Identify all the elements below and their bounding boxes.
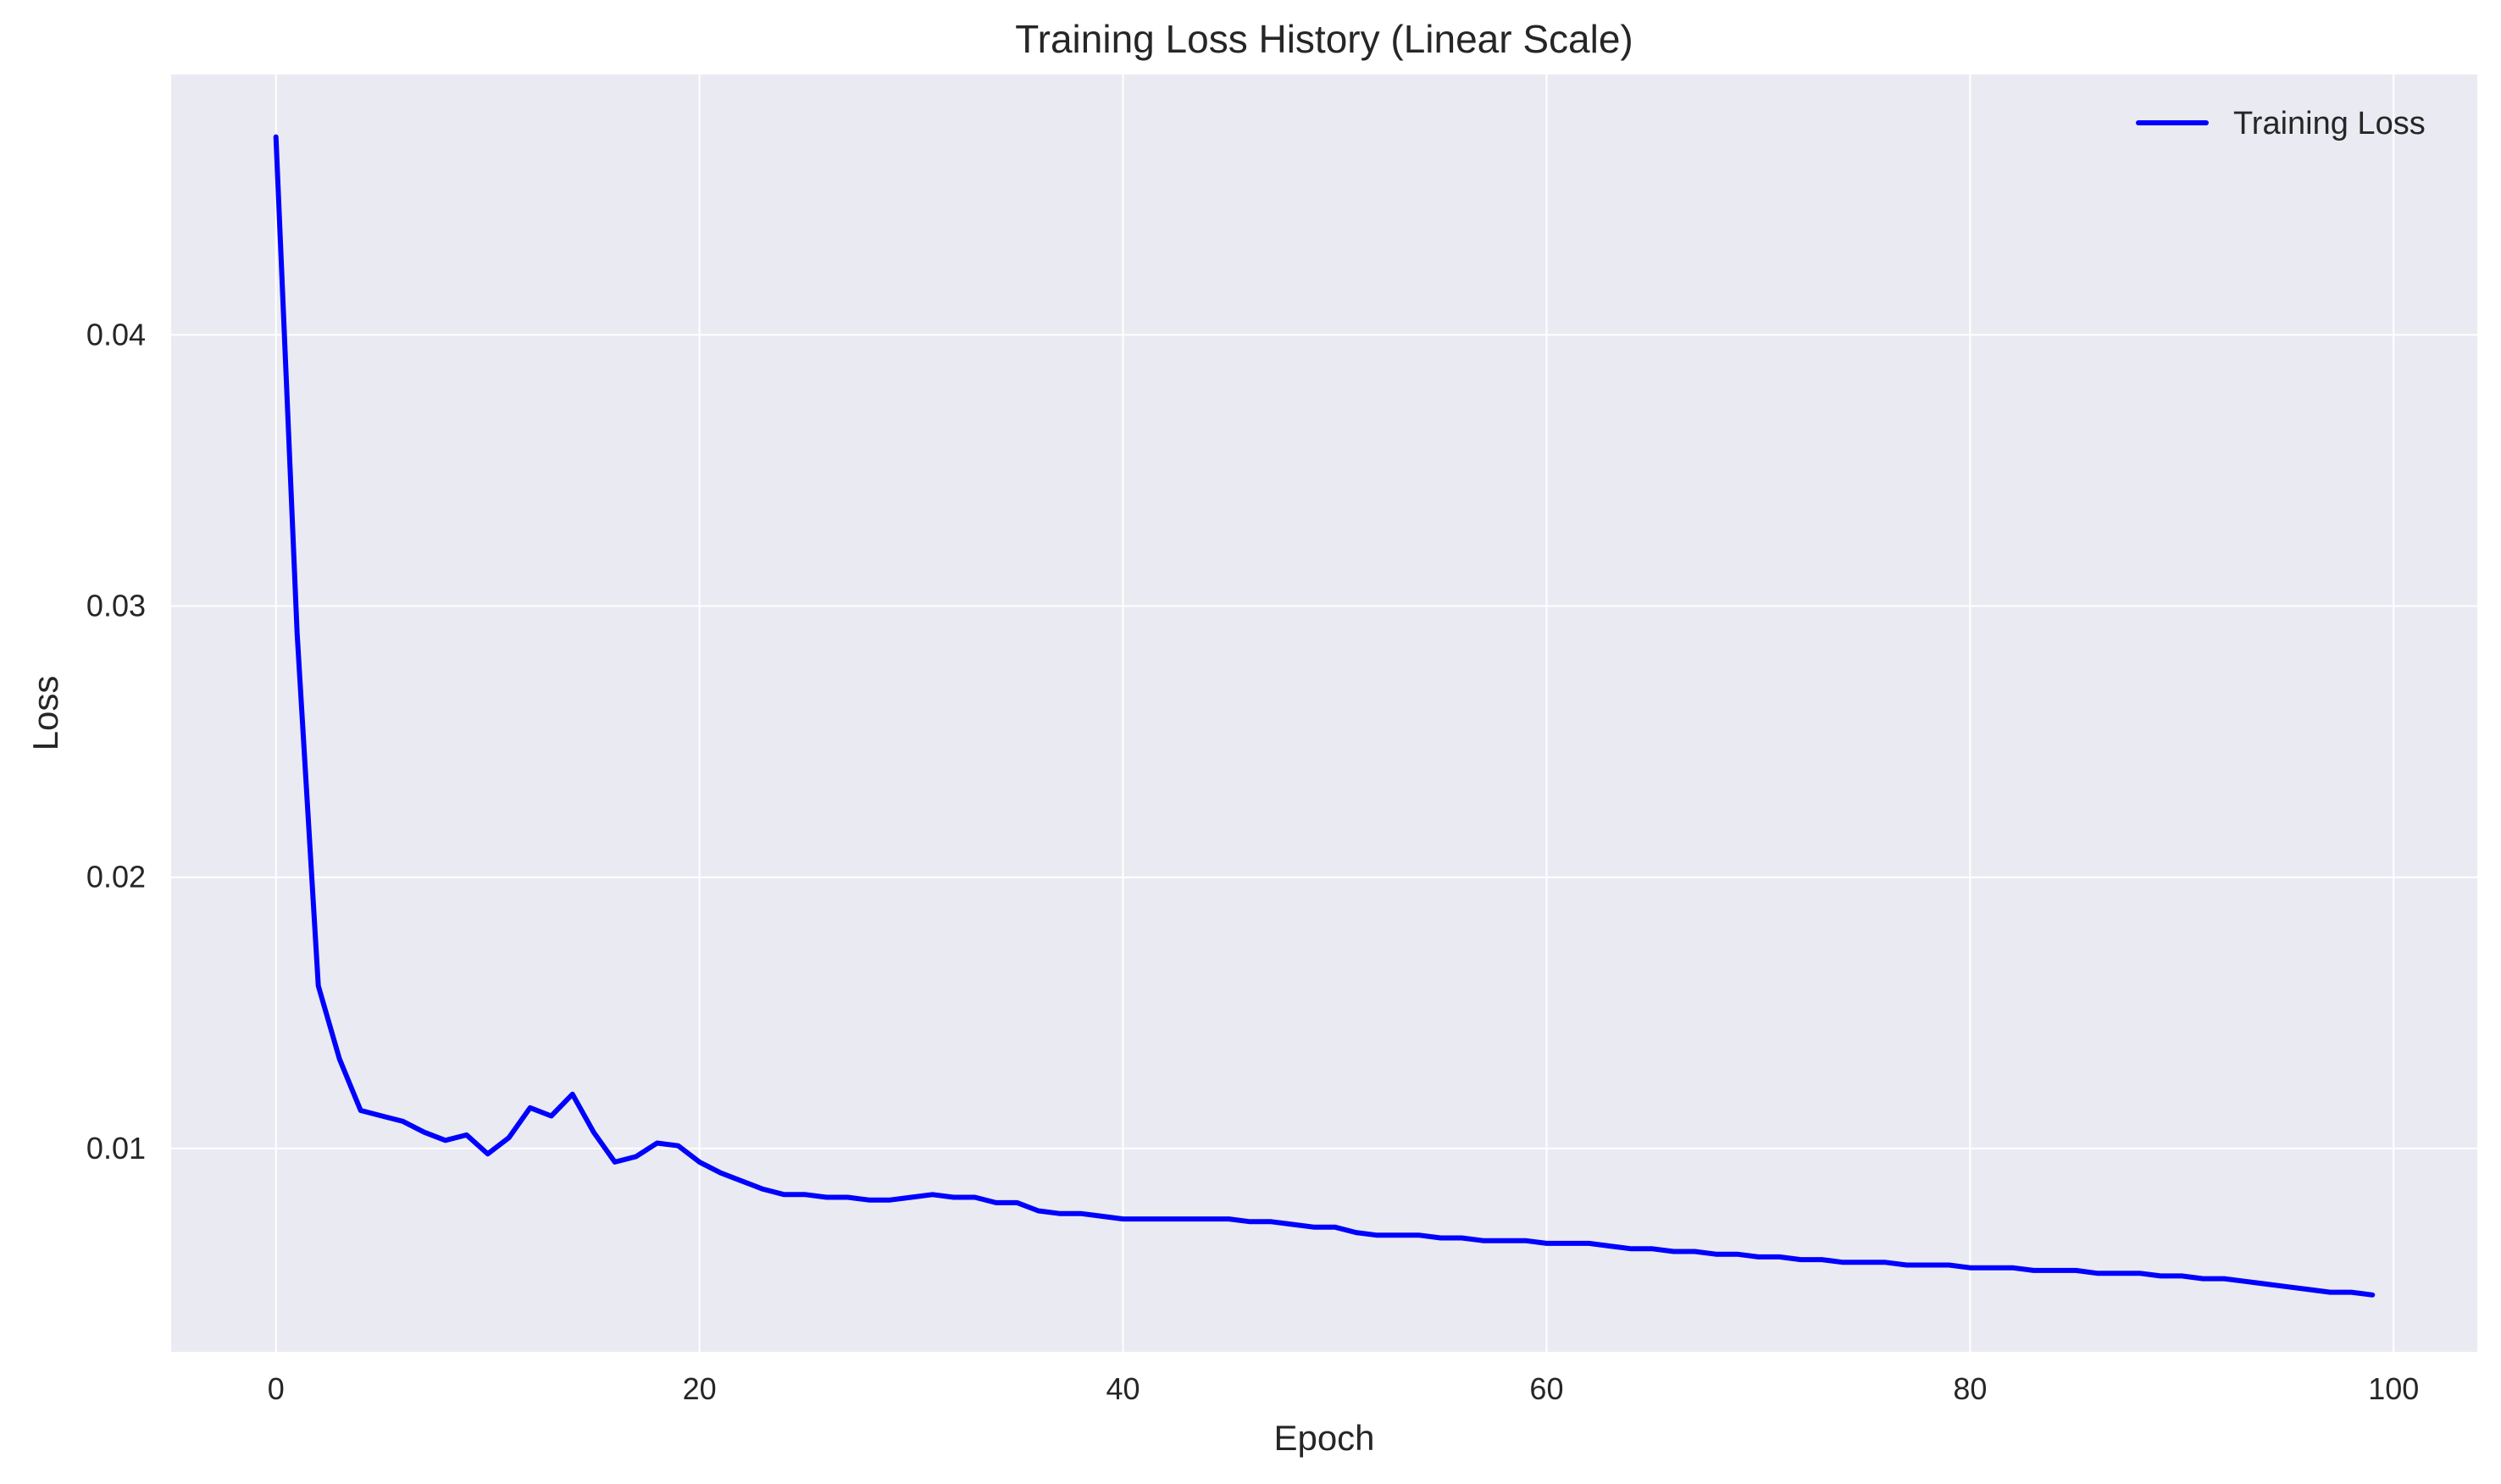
y-axis-label: Loss <box>25 676 65 751</box>
plot-area <box>171 75 2477 1352</box>
x-tick-label: 40 <box>1106 1371 1140 1406</box>
grid-lines <box>171 75 2477 1352</box>
y-tick-label: 0.04 <box>86 317 146 352</box>
x-tick-label: 60 <box>1529 1371 1563 1406</box>
series-line-training-loss <box>273 134 2376 1298</box>
chart-title: Training Loss History (Linear Scale) <box>1015 17 1633 61</box>
legend-label-training-loss: Training Loss <box>2233 106 2426 141</box>
x-tick-label: 0 <box>268 1371 285 1406</box>
series-layer <box>273 134 2376 1298</box>
y-tick-label: 0.01 <box>86 1131 146 1166</box>
y-tick-label: 0.03 <box>86 589 146 623</box>
y-tick-label: 0.02 <box>86 860 146 894</box>
tick-labels: 0 20 40 60 80 100 0.01 0.02 0.03 0.04 <box>86 317 2419 1406</box>
x-tick-label: 20 <box>683 1371 717 1406</box>
x-tick-label: 80 <box>1953 1371 1987 1406</box>
x-axis-label: Epoch <box>1273 1418 1374 1458</box>
x-tick-label: 100 <box>2368 1371 2419 1406</box>
legend: Training Loss <box>2136 106 2426 141</box>
